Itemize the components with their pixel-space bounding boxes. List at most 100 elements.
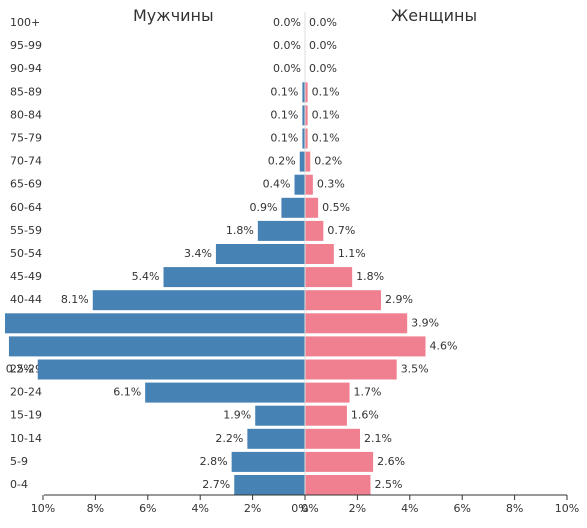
female-value-label-15-19: 1.6%	[351, 409, 379, 422]
female-value-label-25-29: 3.5%	[401, 363, 429, 376]
age-label-50-54: 50-54	[10, 247, 42, 260]
male-value-label-15-19: 1.9%	[223, 409, 251, 422]
male-bar-35-39	[5, 313, 305, 334]
female-bar-65-69	[305, 174, 313, 195]
male-bar-15-19	[255, 405, 305, 426]
age-label-5-9: 5-9	[10, 455, 28, 468]
male-bar-80-84	[302, 105, 305, 126]
female-value-label-95-99: 0.0%	[309, 39, 337, 52]
male-bar-10-14	[247, 428, 305, 449]
x-tick-label-2: 6%	[139, 502, 156, 515]
male-value-label-100plus: 0.0%	[273, 16, 301, 29]
age-label-10-14: 10-14	[10, 432, 42, 445]
x-tick-label-0: 10%	[31, 502, 55, 515]
male-bar-55-59	[257, 220, 305, 241]
male-bar-20-24	[145, 382, 305, 403]
female-value-label-45-49: 1.8%	[356, 270, 384, 283]
x-tick-label-11: 10%	[555, 502, 579, 515]
female-bar-0-4	[305, 475, 371, 495]
female-value-label-40-44: 2.9%	[385, 293, 413, 306]
x-tick-label-4: 2%	[244, 502, 261, 515]
female-bar-15-19	[305, 405, 347, 426]
female-bar-50-54	[305, 244, 334, 264]
female-bar-30-34	[305, 336, 426, 357]
x-tick-label-3: 4%	[191, 502, 208, 515]
female-bar-75-79	[305, 128, 308, 149]
female-value-label-10-14: 2.1%	[364, 432, 392, 445]
female-bar-45-49	[305, 267, 353, 288]
female-value-label-60-64: 0.5%	[322, 201, 350, 214]
female-bar-10-14	[305, 428, 361, 449]
female-value-label-35-39: 3.9%	[411, 316, 439, 329]
age-label-25-29: 25-29	[10, 363, 42, 376]
male-bar-30-34	[8, 336, 305, 357]
male-value-label-85-89: 0.1%	[270, 85, 298, 98]
male-value-label-70-74: 0.2%	[268, 155, 296, 168]
female-value-label-85-89: 0.1%	[312, 85, 340, 98]
female-value-label-55-59: 0.7%	[327, 224, 355, 237]
male-bar-50-54	[215, 244, 305, 264]
male-value-label-60-64: 0.9%	[249, 201, 277, 214]
age-label-85-89: 85-89	[10, 85, 42, 98]
female-value-label-80-84: 0.1%	[312, 108, 340, 121]
male-bar-70-74	[299, 151, 305, 172]
male-value-label-10-14: 2.2%	[215, 432, 243, 445]
male-bar-65-69	[294, 174, 305, 195]
male-value-label-65-69: 0.4%	[263, 178, 291, 191]
female-value-label-50-54: 1.1%	[338, 247, 366, 260]
age-label-40-44: 40-44	[10, 293, 42, 306]
male-bar-40-44	[92, 290, 305, 311]
male-bar-85-89	[302, 82, 305, 103]
female-value-label-30-34: 4.6%	[430, 339, 458, 352]
female-bar-40-44	[305, 290, 381, 311]
female-value-label-75-79: 0.1%	[312, 132, 340, 145]
male-value-label-90-94: 0.0%	[273, 62, 301, 75]
male-value-label-45-49: 5.4%	[132, 270, 160, 283]
male-value-label-0-4: 2.7%	[202, 478, 230, 491]
age-label-0-4: 0-4	[10, 478, 28, 491]
male-value-label-75-79: 0.1%	[270, 132, 298, 145]
female-bar-80-84	[305, 105, 308, 126]
female-bar-35-39	[305, 313, 408, 334]
age-label-70-74: 70-74	[10, 155, 42, 168]
male-bar-75-79	[302, 128, 305, 149]
female-value-label-100plus: 0.0%	[309, 16, 337, 29]
male-value-label-40-44: 8.1%	[61, 293, 89, 306]
x-tick-label-5: 0%	[291, 502, 308, 515]
male-value-label-80-84: 0.1%	[270, 108, 298, 121]
female-bar-60-64	[305, 197, 319, 218]
female-bar-55-59	[305, 220, 324, 241]
male-bar-45-49	[163, 267, 305, 288]
x-tick-label-9: 6%	[453, 502, 470, 515]
age-label-20-24: 20-24	[10, 386, 42, 399]
female-bar-25-29	[305, 359, 397, 380]
male-bar-0-4	[234, 475, 305, 495]
male-bar-5-9	[231, 451, 305, 472]
female-bar-85-89	[305, 82, 308, 103]
age-label-15-19: 15-19	[10, 409, 42, 422]
female-bar-70-74	[305, 151, 311, 172]
female-bar-5-9	[305, 451, 374, 472]
female-value-label-65-69: 0.3%	[317, 178, 345, 191]
men-title: Мужчины	[133, 6, 214, 25]
male-value-label-50-54: 3.4%	[184, 247, 212, 260]
male-value-label-5-9: 2.8%	[200, 455, 228, 468]
female-value-label-90-94: 0.0%	[309, 62, 337, 75]
male-bar-25-29	[37, 359, 305, 380]
female-value-label-70-74: 0.2%	[314, 155, 342, 168]
female-value-label-0-4: 2.5%	[375, 478, 403, 491]
age-label-90-94: 90-94	[10, 62, 42, 75]
x-tick-label-1: 8%	[87, 502, 104, 515]
age-label-95-99: 95-99	[10, 39, 42, 52]
female-value-label-20-24: 1.7%	[354, 386, 382, 399]
age-label-45-49: 45-49	[10, 270, 42, 283]
x-tick-label-7: 2%	[349, 502, 366, 515]
x-tick-label-6: 0%	[301, 502, 318, 515]
male-value-label-55-59: 1.8%	[226, 224, 254, 237]
male-value-label-20-24: 6.1%	[113, 386, 141, 399]
male-bar-60-64	[281, 197, 305, 218]
male-value-label-95-99: 0.0%	[273, 39, 301, 52]
age-label-65-69: 65-69	[10, 178, 42, 191]
age-label-75-79: 75-79	[10, 132, 42, 145]
